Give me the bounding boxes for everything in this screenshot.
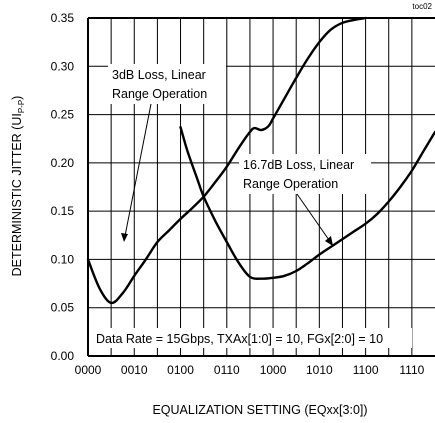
conditions-box [92, 328, 412, 348]
x-tick-label: 0000 [75, 363, 102, 377]
y-axis-label-subscript: P-P [17, 100, 26, 113]
annotation-16db-line1: 16.7dB Loss, Linear [243, 158, 354, 172]
y-tick-labels: 0.00 0.05 0.10 0.15 0.20 0.25 0.30 0.35 [51, 11, 75, 363]
x-tick-labels: 0000 0010 0100 0110 1000 1010 1100 1110 [75, 363, 425, 377]
y-tick-label: 0.15 [51, 204, 75, 218]
annotation-16db-arrowhead [325, 236, 333, 246]
y-tick-label: 0.05 [51, 301, 75, 315]
y-axis-label-main: DETERMINISTIC JITTER (UI [10, 113, 24, 276]
x-tick-label: 0100 [167, 363, 194, 377]
annotation-3db-line1: 3dB Loss, Linear [112, 68, 206, 82]
annotation-3db-arrowhead [121, 233, 128, 242]
x-tick-label: 0110 [214, 363, 240, 377]
series-group [86, 16, 435, 305]
x-axis-label: EQUALIZATION SETTING (EQxx[3:0]) [152, 403, 367, 417]
series-16-7db-loss-line [179, 125, 435, 280]
y-tick-label: 0.35 [51, 11, 75, 25]
series-3db-loss-line [86, 16, 367, 305]
figure-id-label: toc02 [412, 2, 432, 11]
x-tick-label: 1110 [399, 363, 424, 377]
y-tick-label: 0.25 [51, 108, 75, 122]
y-axis-label-close: ) [10, 96, 24, 100]
annotation-16db-leader [296, 193, 330, 241]
plot-frame [87, 17, 435, 357]
y-tick-label: 0.00 [51, 349, 75, 363]
y-tick-label: 0.30 [51, 59, 75, 73]
x-tick-label: 1000 [260, 363, 287, 377]
annotation-16db-line2: Range Operation [243, 177, 338, 191]
annotation-3db-box [108, 64, 226, 104]
conditions-caption: Data Rate = 15Gbps, TXAx[1:0] = 10, FGx[… [96, 332, 383, 346]
annotation-3db-leader [124, 103, 152, 237]
annotation-16db-box [239, 154, 371, 194]
x-tick-label: 1100 [353, 363, 379, 377]
x-tick-label: 0010 [121, 363, 148, 377]
y-axis-label: DETERMINISTIC JITTER (UIP-P) [10, 96, 26, 277]
annotation-3db-line2: Range Operation [112, 87, 207, 101]
y-tick-label: 0.20 [51, 156, 75, 170]
y-tick-label: 0.10 [51, 252, 75, 266]
x-tick-label: 1010 [306, 363, 333, 377]
